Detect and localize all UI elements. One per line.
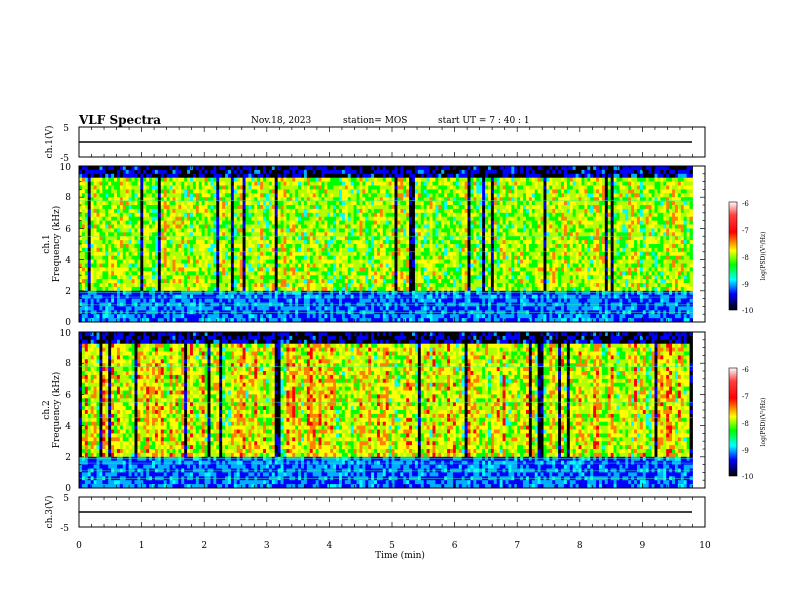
ch2-freq-ytick-8: 8 xyxy=(65,359,71,369)
ch1-freq-ytick-4: 4 xyxy=(65,256,71,266)
ch3-voltage-ylabel: ch.3(V) xyxy=(44,496,55,529)
ch1-colorbar-tick-7: -7 xyxy=(742,227,749,235)
axis-ticks xyxy=(78,127,706,527)
ch2-freq-ytick-0: 0 xyxy=(65,484,71,494)
ch2-colorbar-tick-7: -7 xyxy=(742,393,749,401)
xtick-9: 9 xyxy=(640,541,646,551)
ch1-colorbar-tick-6: -6 xyxy=(742,200,749,208)
station-label: station= MOS xyxy=(343,116,408,126)
ch3-ytick-bottom: -5 xyxy=(60,524,69,534)
ch2-colorbar-tick-8: -8 xyxy=(742,420,749,428)
ch1-spectrogram-panel xyxy=(78,165,706,323)
ch1-ytick-top: 5 xyxy=(63,124,69,134)
xtick-2: 2 xyxy=(201,541,207,551)
ch1-freq-ytick-0: 0 xyxy=(65,318,71,328)
xtick-4: 4 xyxy=(327,541,333,551)
ch2-spectrogram-image xyxy=(79,332,693,489)
ch1-freq-ytick-2: 2 xyxy=(65,287,71,297)
xtick-8: 8 xyxy=(577,541,583,551)
date-label: Nov.18, 2023 xyxy=(251,116,312,126)
ch1-colorbar-tick-10: -10 xyxy=(742,307,753,315)
ch1-spectrogram-ylabel-line2: Frequency (kHz) xyxy=(51,206,62,283)
ch2-colorbar-tick-6: -6 xyxy=(742,366,749,374)
ch1-spectrogram-ylabel-line1: ch.1 xyxy=(42,234,52,253)
ch1-colorbar: -6 -7 -8 -9 -10 log(PSD)(V²/Hz) xyxy=(728,200,767,315)
ch2-spectrogram-ylabel-line2: Frequency (kHz) xyxy=(51,372,62,449)
ch2-freq-ytick-4: 4 xyxy=(65,422,71,432)
ch1-freq-ytick-10: 10 xyxy=(60,163,72,173)
ch1-colorbar-label: log(PSD)(V²/Hz) xyxy=(760,232,767,281)
ch2-spectrogram-panel xyxy=(78,331,706,489)
ch1-spectrogram-image xyxy=(79,166,693,323)
ch2-freq-ytick-2: 2 xyxy=(65,453,71,463)
ch2-colorbar-tick-10: -10 xyxy=(742,473,753,481)
xtick-0: 0 xyxy=(76,541,82,551)
ch2-colorbar-tick-9: -9 xyxy=(742,447,749,455)
xtick-10: 10 xyxy=(699,541,711,551)
x-axis-label: Time (min) xyxy=(375,550,425,561)
xtick-5: 5 xyxy=(389,541,395,551)
xtick-6: 6 xyxy=(452,541,458,551)
xtick-1: 1 xyxy=(139,541,145,551)
ch1-freq-ytick-8: 8 xyxy=(65,193,71,203)
start-time-label: start UT = 7 : 40 : 1 xyxy=(438,116,530,126)
chart-title: VLF Spectra xyxy=(79,113,162,127)
ch1-freq-ytick-6: 6 xyxy=(65,225,71,235)
ch2-freq-ytick-10: 10 xyxy=(60,329,72,339)
ch2-colorbar-label: log(PSD)(V²/Hz) xyxy=(760,398,767,447)
ch1-ytick-bottom: -5 xyxy=(60,154,69,164)
xtick-3: 3 xyxy=(264,541,270,551)
ch1-voltage-ylabel: ch.1(V) xyxy=(44,126,55,159)
ch3-ytick-top: 5 xyxy=(63,494,69,504)
ch2-colorbar: -6 -7 -8 -9 -10 log(PSD)(V²/Hz) xyxy=(728,366,767,481)
ch1-colorbar-tick-8: -8 xyxy=(742,254,749,262)
ch2-freq-ytick-6: 6 xyxy=(65,391,71,401)
xtick-7: 7 xyxy=(514,541,520,551)
ch1-colorbar-tick-9: -9 xyxy=(742,281,749,289)
ch2-spectrogram-ylabel-line1: ch.2 xyxy=(42,400,52,419)
